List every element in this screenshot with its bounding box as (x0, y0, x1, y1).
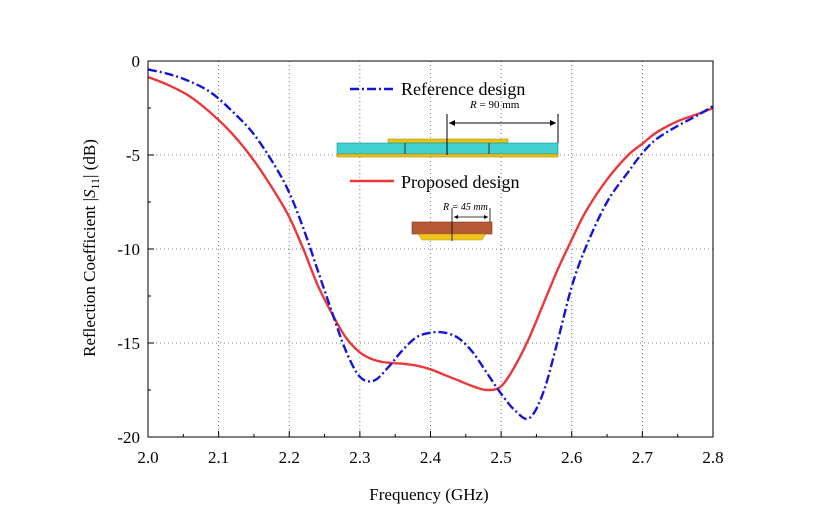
grid (148, 61, 713, 437)
proposed-arrowhead-right (484, 215, 488, 219)
x-axis-title: Frequency (GHz) (369, 485, 488, 504)
x-tick-label: 2.4 (420, 448, 442, 467)
y-axis-title-suffix: | (dB) (80, 139, 99, 178)
y-axis-title: Reflection Coefficient |S11| (dB) (80, 139, 102, 357)
proposed-dimension-value: = 45 mm (449, 202, 488, 213)
y-tick-label: -5 (126, 146, 140, 165)
x-tick-label: 2.6 (561, 448, 582, 467)
x-tick-label: 2.7 (632, 448, 654, 467)
y-tick-label: 0 (132, 52, 141, 71)
x-tick-label: 2.1 (208, 448, 229, 467)
reference-dimension-value: = 90 mm (477, 99, 520, 111)
y-axis-title-prefix: Reflection Coefficient | (80, 198, 99, 357)
x-tick-label: 2.8 (702, 448, 723, 467)
y-tick-label: -10 (117, 240, 140, 259)
y-tick-label: -20 (117, 428, 140, 447)
legend: Reference design Proposed design (350, 79, 525, 192)
y-axis-title-subscript: 11 (88, 178, 102, 190)
series-group (147, 68, 714, 421)
series-line-reference (147, 68, 714, 421)
reference-top-patch (387, 138, 509, 144)
proposed-design-illustration: R = 45 mm (411, 202, 493, 241)
legend-label-proposed: Proposed design (401, 172, 520, 192)
x-tick-label: 2.0 (137, 448, 158, 467)
x-tick-label: 2.3 (349, 448, 370, 467)
reference-design-illustration: R = 90 mm (336, 99, 559, 158)
proposed-arrowhead-left (454, 215, 458, 219)
reference-dimension-label: R = 90 mm (469, 99, 520, 111)
reference-dimension-symbol: R (469, 99, 477, 111)
proposed-dimension-label: R = 45 mm (442, 202, 488, 213)
reference-arrowhead-right (550, 120, 556, 126)
proposed-dimension-symbol: R (442, 202, 449, 213)
legend-label-reference: Reference design (401, 79, 525, 99)
series-line-proposed (147, 75, 714, 392)
y-axis-title-symbol: S (80, 189, 99, 198)
y-tick-label: -15 (117, 334, 140, 353)
reference-arrowhead-left (449, 120, 455, 126)
x-tick-label: 2.2 (279, 448, 300, 467)
x-tick-label: 2.5 (491, 448, 512, 467)
ticks: 2.0 2.1 2.2 2.3 2.4 2.5 2.6 2.7 2.8 0 -5 -10 -15 -20 (117, 52, 723, 467)
